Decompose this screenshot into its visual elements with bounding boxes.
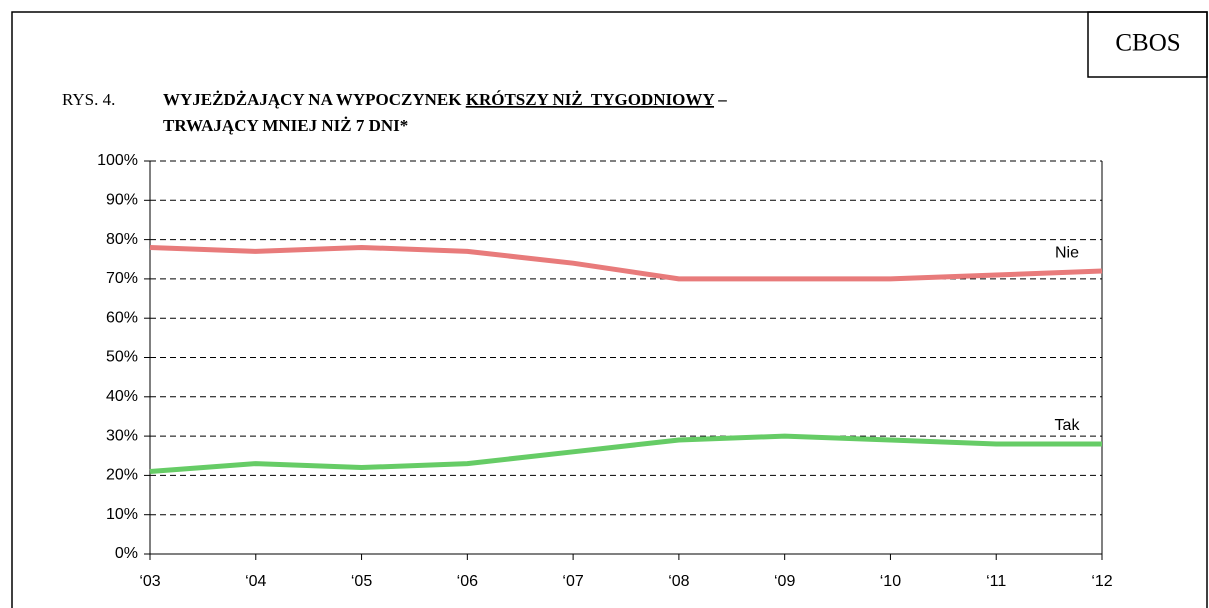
series-label: Tak <box>1055 417 1081 434</box>
badge: CBOS <box>1115 30 1180 57</box>
y-tick-label: 20% <box>106 467 138 484</box>
chart-title-line2: TRWAJĄCY MNIEJ NIŻ 7 DNI* <box>163 116 408 135</box>
x-tick-label: ‘04 <box>245 573 266 590</box>
series-label: Nie <box>1055 244 1079 261</box>
y-tick-label: 50% <box>106 349 138 366</box>
y-tick-label: 40% <box>106 388 138 405</box>
title-part: KRÓTSZY NIŻ TYGODNIOWY <box>466 90 715 109</box>
y-tick-label: 100% <box>97 152 138 169</box>
x-tick-label: ‘03 <box>139 573 160 590</box>
x-tick-label: ‘05 <box>351 573 372 590</box>
y-tick-label: 70% <box>106 270 138 287</box>
y-tick-label: 10% <box>106 506 138 523</box>
chart-title: WYJEŻDŻAJĄCY NA WYPOCZYNEK KRÓTSZY NIŻ T… <box>163 90 727 109</box>
x-tick-label: ‘08 <box>668 573 689 590</box>
y-tick-label: 80% <box>106 231 138 248</box>
x-tick-label: ‘10 <box>880 573 901 590</box>
series-line <box>149 433 1102 474</box>
x-tick-label: ‘06 <box>457 573 478 590</box>
title-part: – <box>714 90 727 109</box>
title-part: WYJEŻDŻAJĄCY NA WYPOCZYNEK <box>163 90 466 109</box>
y-tick-label: 60% <box>106 309 138 326</box>
series-line <box>149 244 1103 282</box>
x-tick-label: ‘11 <box>986 573 1006 590</box>
x-tick-label: ‘12 <box>1091 573 1112 590</box>
x-tick-label: ‘09 <box>774 573 795 590</box>
frame <box>11 11 1208 608</box>
y-tick-label: 30% <box>106 427 138 444</box>
badge-box <box>1087 11 1208 78</box>
x-tick-label: ‘07 <box>562 573 583 590</box>
y-tick-label: 0% <box>115 545 138 562</box>
y-tick-label: 90% <box>106 192 138 209</box>
figure-label: RYS. 4. <box>62 90 115 109</box>
